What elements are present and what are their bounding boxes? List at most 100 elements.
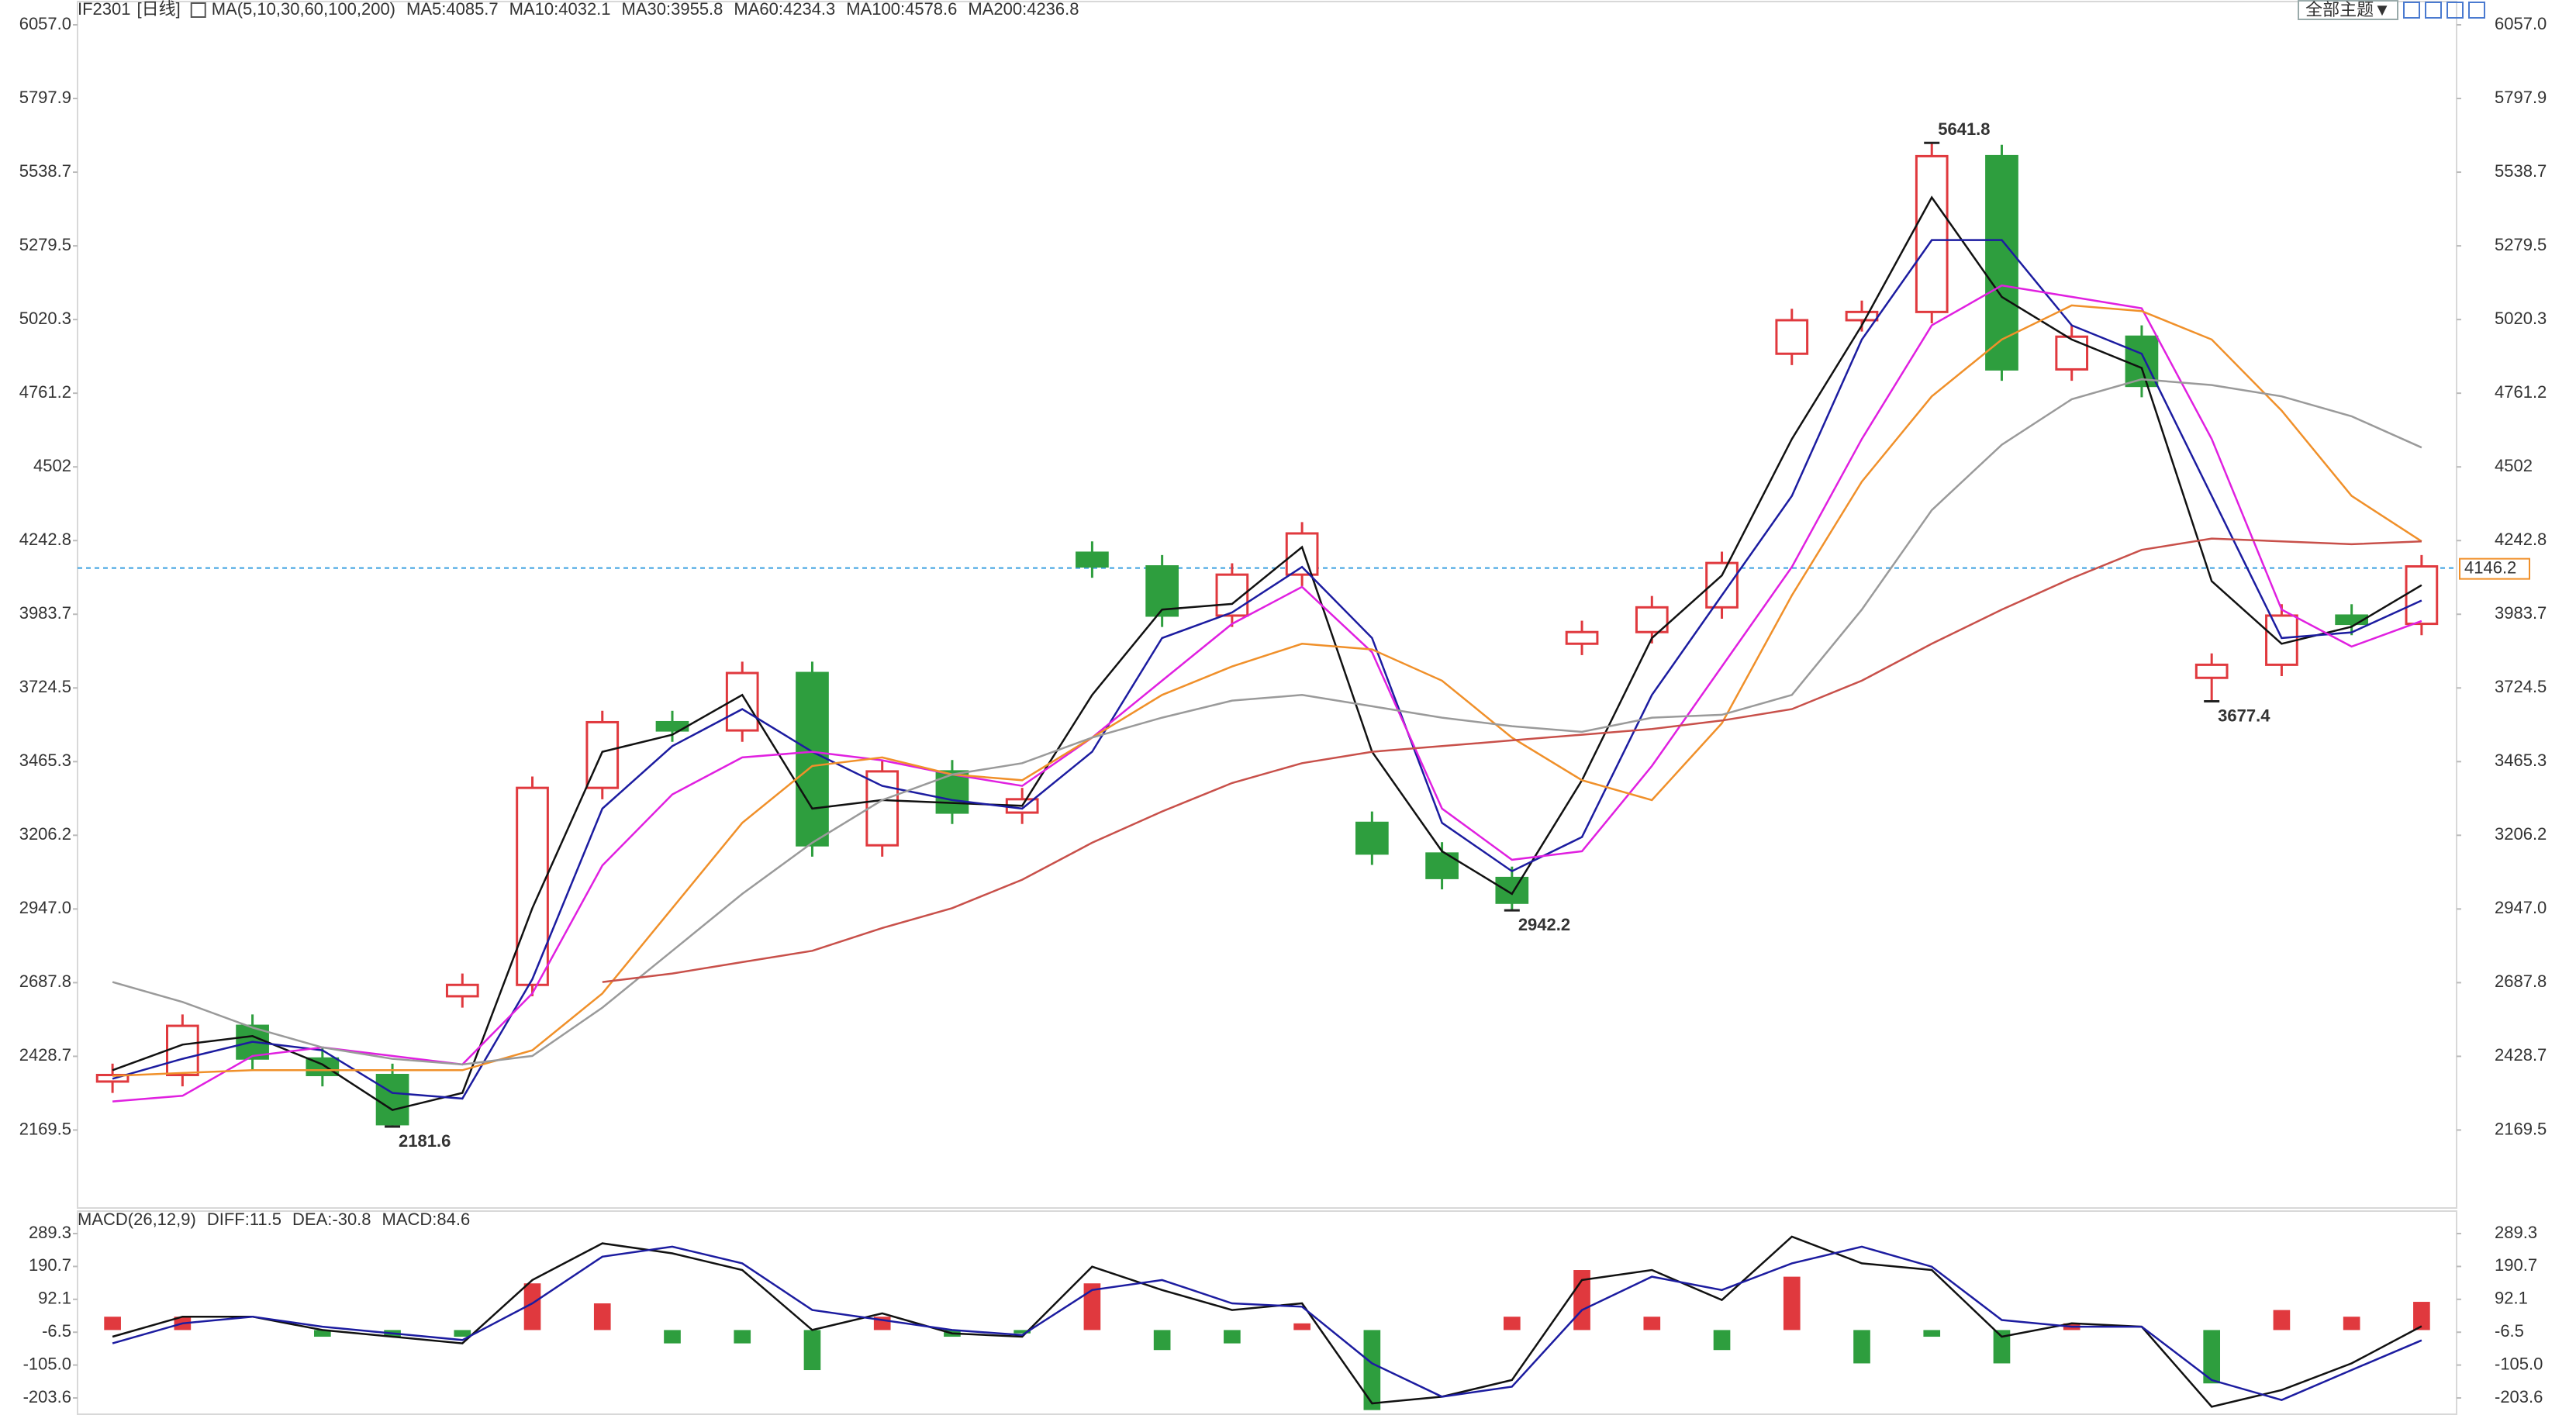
macd-bar [1083, 1283, 1101, 1330]
y-tick-label-right: 2947.0 [2495, 898, 2547, 917]
legend-entry: MA200:4236.8 [968, 0, 1079, 19]
candle-body [445, 983, 479, 998]
y-tick-label: 3724.5 [19, 677, 71, 696]
y-tick-label-right: 5279.5 [2495, 235, 2547, 254]
macd-bar [454, 1330, 471, 1337]
macd-bar [1293, 1323, 1310, 1330]
y-tick-label: 3206.2 [19, 824, 71, 844]
ma-line [112, 284, 2422, 1103]
y-tick-label-right: 289.3 [2495, 1223, 2537, 1242]
candle-body [375, 1073, 409, 1126]
y-tick-label-right: 6057.0 [2495, 14, 2547, 33]
annotation-label: 2181.6 [399, 1131, 451, 1151]
candle-body [2055, 335, 2089, 371]
ma-line [602, 537, 2422, 983]
y-tick-label: 5538.7 [19, 161, 71, 181]
candle-body [796, 671, 829, 847]
last-price-label: 4146.2 [2464, 557, 2516, 577]
macd-line [112, 1235, 2422, 1408]
y-tick-label-right: 3465.3 [2495, 751, 2547, 770]
candle-body [1985, 154, 2018, 371]
main-panel-frame [77, 1, 2457, 1209]
candle-body [1565, 630, 1599, 645]
macd-line [112, 1245, 2422, 1402]
y-tick-label: 2947.0 [19, 898, 71, 917]
legend-entry: MA5:4085.7 [406, 0, 499, 19]
y-tick-label: -6.5 [42, 1321, 71, 1341]
legend-entry: MA60:4234.3 [734, 0, 835, 19]
macd-bar [1503, 1317, 1521, 1330]
macd-bar [313, 1330, 331, 1337]
y-tick-label: 4502 [33, 456, 71, 475]
macd-bar [1713, 1330, 1731, 1351]
candle-body [2265, 614, 2298, 666]
y-tick-label-right: 3724.5 [2495, 677, 2547, 696]
toolbar-icons[interactable] [2403, 2, 2485, 19]
y-tick-label: 2428.7 [19, 1045, 71, 1065]
y-tick-label: 92.1 [38, 1289, 71, 1308]
legend-entry: DEA:-30.8 [292, 1210, 371, 1229]
macd-title: MACD(26,12,9) [78, 1210, 196, 1229]
y-tick-label-right: 5797.9 [2495, 88, 2547, 107]
legend-entry: DIFF:11.5 [207, 1210, 281, 1229]
last-price-box [2459, 557, 2530, 580]
y-tick-label-right: 4242.8 [2495, 530, 2547, 549]
macd-bar [1993, 1330, 2011, 1364]
indicator-icon [190, 2, 206, 18]
y-tick-label-right: 190.7 [2495, 1255, 2537, 1275]
macd-bar [1853, 1330, 1870, 1364]
y-tick-label-right: 2687.8 [2495, 972, 2547, 991]
candle-body [1845, 310, 1879, 322]
macd-bar [1363, 1330, 1381, 1410]
y-tick-label: 6057.0 [19, 14, 71, 33]
y-tick-label: -203.6 [23, 1387, 71, 1406]
macd-bar [664, 1330, 681, 1344]
y-tick-label-right: 92.1 [2495, 1289, 2528, 1308]
theme-button[interactable]: 全部主题▼ [2305, 0, 2391, 19]
candle-body [2405, 565, 2439, 626]
y-tick-label: 4761.2 [19, 382, 71, 402]
y-tick-label-right: 2428.7 [2495, 1045, 2547, 1065]
macd-bar [2273, 1310, 2291, 1330]
macd-bar [593, 1303, 611, 1330]
y-tick-label-right: -105.0 [2495, 1354, 2543, 1373]
y-tick-label: 3983.7 [19, 603, 71, 623]
candle-body [2194, 663, 2229, 679]
legend-entry: MA100:4578.6 [846, 0, 957, 19]
y-tick-label: 3465.3 [19, 751, 71, 770]
ma-line [112, 195, 2422, 1111]
macd-bar [2203, 1330, 2221, 1384]
y-tick-label: 4242.8 [19, 530, 71, 549]
candle-body [2335, 614, 2368, 626]
macd-bar [523, 1283, 541, 1330]
candle-body [1495, 876, 1529, 904]
y-tick-label-right: 4502 [2495, 456, 2533, 475]
macd-bar [734, 1330, 751, 1344]
macd-bar [1013, 1330, 1031, 1334]
macd-panel-frame [77, 1210, 2457, 1415]
theme-button-box[interactable] [2298, 0, 2398, 20]
legend-entry: MA30:3955.8 [622, 0, 723, 19]
annotation-label: 2942.2 [1518, 915, 1570, 934]
candle-body [1355, 821, 1389, 855]
macd-bar [1153, 1330, 1171, 1351]
chart-title: IF2301 [78, 0, 131, 19]
indicator-label: MA(5,10,30,60,100,200) [212, 0, 395, 19]
y-tick-label-right: 5538.7 [2495, 161, 2547, 181]
ma-line [112, 239, 2422, 1100]
macd-bar [1923, 1330, 1941, 1337]
legend-entry: MA10:4032.1 [509, 0, 611, 19]
candle-body [1285, 532, 1319, 576]
y-tick-label-right: 2169.5 [2495, 1119, 2547, 1138]
legend-entry: MACD:84.6 [382, 1210, 471, 1229]
candle-body [166, 1024, 199, 1076]
y-tick-label-right: 4761.2 [2495, 382, 2547, 402]
macd-bar [803, 1330, 821, 1371]
chart-subtitle: [日线] [137, 0, 181, 19]
candle-body [1076, 551, 1109, 568]
candle-body [1145, 565, 1179, 617]
macd-bar [2413, 1302, 2430, 1330]
ma-line [112, 378, 2422, 1066]
